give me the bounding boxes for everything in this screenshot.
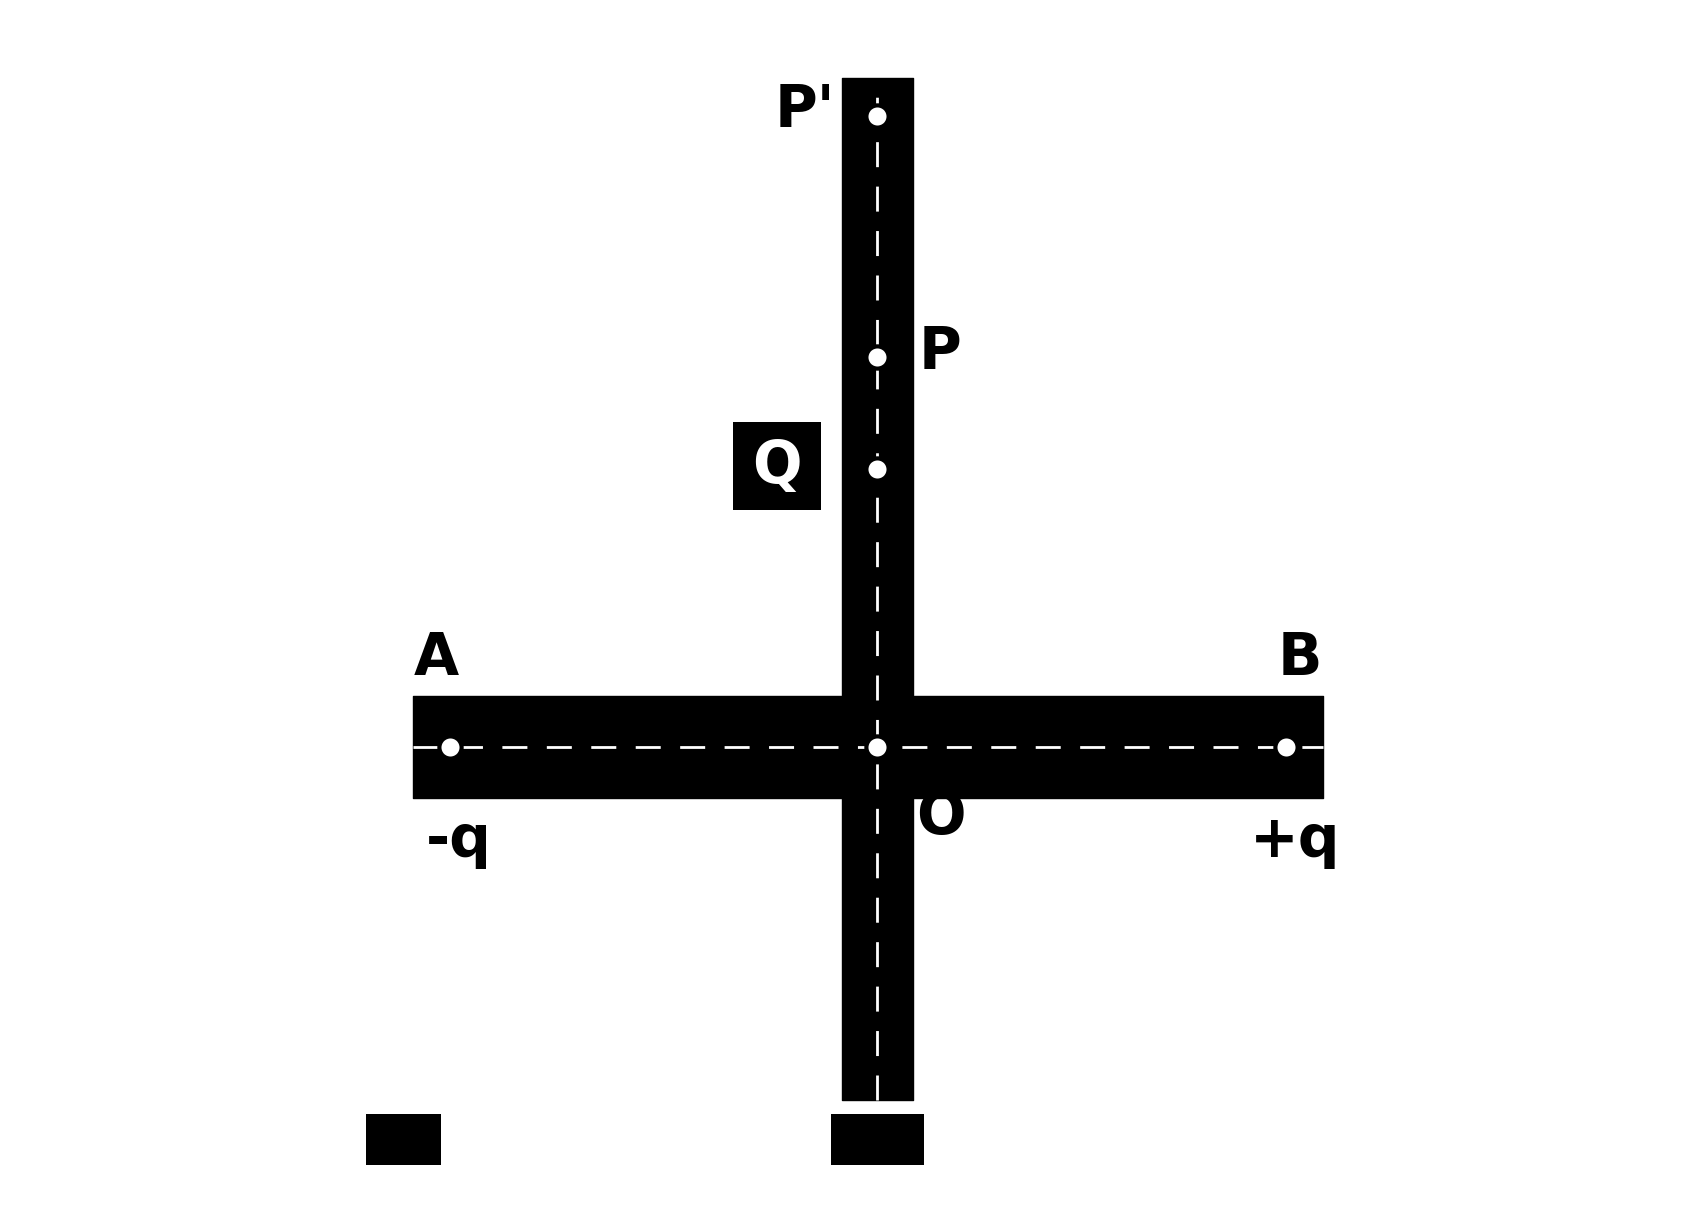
FancyBboxPatch shape xyxy=(732,422,821,511)
Bar xyxy=(830,1114,923,1165)
Text: O: O xyxy=(915,789,964,846)
Text: P': P' xyxy=(775,83,835,140)
Text: -q: -q xyxy=(427,812,492,869)
Text: P: P xyxy=(918,323,961,381)
Text: +q: +q xyxy=(1250,812,1340,869)
Text: Q: Q xyxy=(753,438,802,495)
Text: A: A xyxy=(413,630,457,687)
Bar xyxy=(365,1114,440,1165)
Text: B: B xyxy=(1277,630,1321,687)
